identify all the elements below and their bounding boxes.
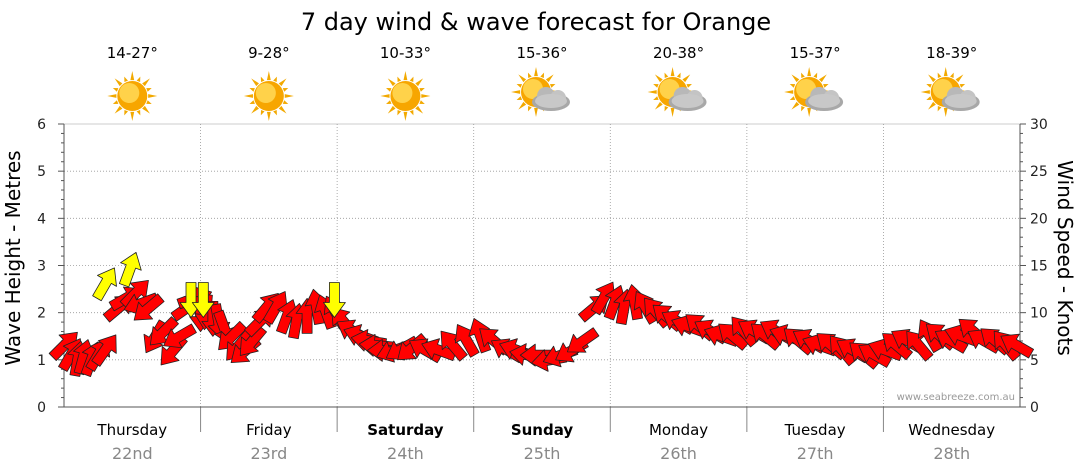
wind-arrow [454, 324, 480, 358]
partly-cloudy-icon [784, 67, 844, 117]
day-date-label: 22nd [112, 444, 153, 463]
wind-arrow [1000, 333, 1035, 359]
wind-arrow [440, 330, 468, 362]
temperature-range: 14-27° [107, 44, 158, 62]
light-wind-arrow [118, 251, 142, 288]
light-wind-arrow [191, 282, 215, 318]
day-date-label: 26th [660, 444, 697, 463]
left-tick-label: 2 [37, 306, 46, 322]
right-tick-label: 25 [1030, 164, 1048, 180]
left-tick-label: 3 [37, 259, 46, 275]
wind-arrow [149, 316, 179, 346]
sun-icon [107, 71, 158, 121]
right-tick-label: 30 [1030, 117, 1048, 133]
right-tick-label: 15 [1030, 259, 1048, 275]
wind-arrow [882, 333, 913, 361]
right-axis-ticks: 0 5 10 15 20 25 30 [1030, 117, 1048, 416]
daily-summary-row: 14-27° 9-28° 10-33° 15-36° 20-38° 15-37° 18-39… [107, 44, 980, 121]
day-labels: Thursday 22nd Friday 23rd Saturday 24th Sunday… [96, 421, 995, 463]
left-axis-ticks: 0 1 2 3 4 5 6 [37, 117, 46, 416]
chart-grid [58, 123, 1026, 432]
right-tick-label: 0 [1030, 400, 1039, 416]
right-tick-label: 5 [1030, 353, 1039, 369]
left-tick-label: 0 [37, 400, 46, 416]
wind-arrow [567, 327, 600, 353]
wind-arrow [858, 343, 892, 368]
day-date-label: 23rd [250, 444, 287, 463]
wind-arrow [218, 321, 248, 351]
partly-cloudy-icon [511, 67, 570, 117]
cloud-icon [532, 87, 570, 111]
chart-title: 7 day wind & wave forecast for Orange [301, 8, 771, 36]
wind-arrow [934, 329, 969, 354]
sunny-icon [380, 71, 431, 121]
partly-cloudy-icon [647, 67, 707, 117]
left-tick-label: 4 [37, 211, 46, 227]
light-wind-arrow [92, 267, 117, 302]
cloud-icon [805, 87, 844, 111]
left-axis-title: Wave Height - Metres [1, 150, 25, 365]
day-name-label: Thursday [96, 421, 167, 439]
temperature-range: 18-39° [926, 44, 977, 62]
cloud-icon [668, 87, 707, 111]
right-tick-label: 20 [1030, 211, 1048, 227]
wind-arrow [262, 291, 288, 325]
wind-arrow [91, 334, 117, 367]
day-name-label: Friday [246, 421, 292, 439]
left-tick-label: 5 [37, 164, 46, 180]
left-tick-label: 6 [37, 117, 46, 133]
temperature-range: 15-36° [516, 44, 567, 62]
temperature-range: 9-28° [248, 44, 290, 62]
sunny-icon [107, 71, 158, 121]
right-axis-title: Wind Speed - Knots [1053, 160, 1077, 356]
day-name-label: Tuesday [784, 421, 846, 439]
day-date-label: 24th [387, 444, 424, 463]
wind-arrow [163, 323, 197, 349]
light-wind-arrow [323, 282, 346, 318]
temperature-range: 15-37° [790, 44, 841, 62]
day-name-label: Saturday [367, 421, 444, 439]
wind-arrow [906, 330, 934, 362]
day-date-label: 27th [797, 444, 834, 463]
day-name-label: Sunday [511, 421, 574, 439]
temperature-range: 20-38° [653, 44, 704, 62]
right-tick-label: 10 [1030, 306, 1048, 322]
wind-arrow-series [48, 251, 1035, 377]
temperature-range: 10-33° [380, 44, 431, 62]
sun-icon [243, 71, 294, 121]
day-date-label: 25th [524, 444, 561, 463]
sun-icon [380, 71, 431, 121]
sunny-icon [243, 71, 294, 121]
watermark-text: www.seabreeze.com.au [897, 392, 1015, 403]
wind-arrow [133, 293, 165, 321]
day-date-label: 28th [933, 444, 970, 463]
day-name-label: Monday [649, 421, 708, 439]
left-tick-label: 1 [37, 353, 46, 369]
partly-cloudy-icon [920, 67, 980, 117]
cloud-icon [941, 87, 980, 111]
day-name-label: Wednesday [908, 421, 995, 439]
